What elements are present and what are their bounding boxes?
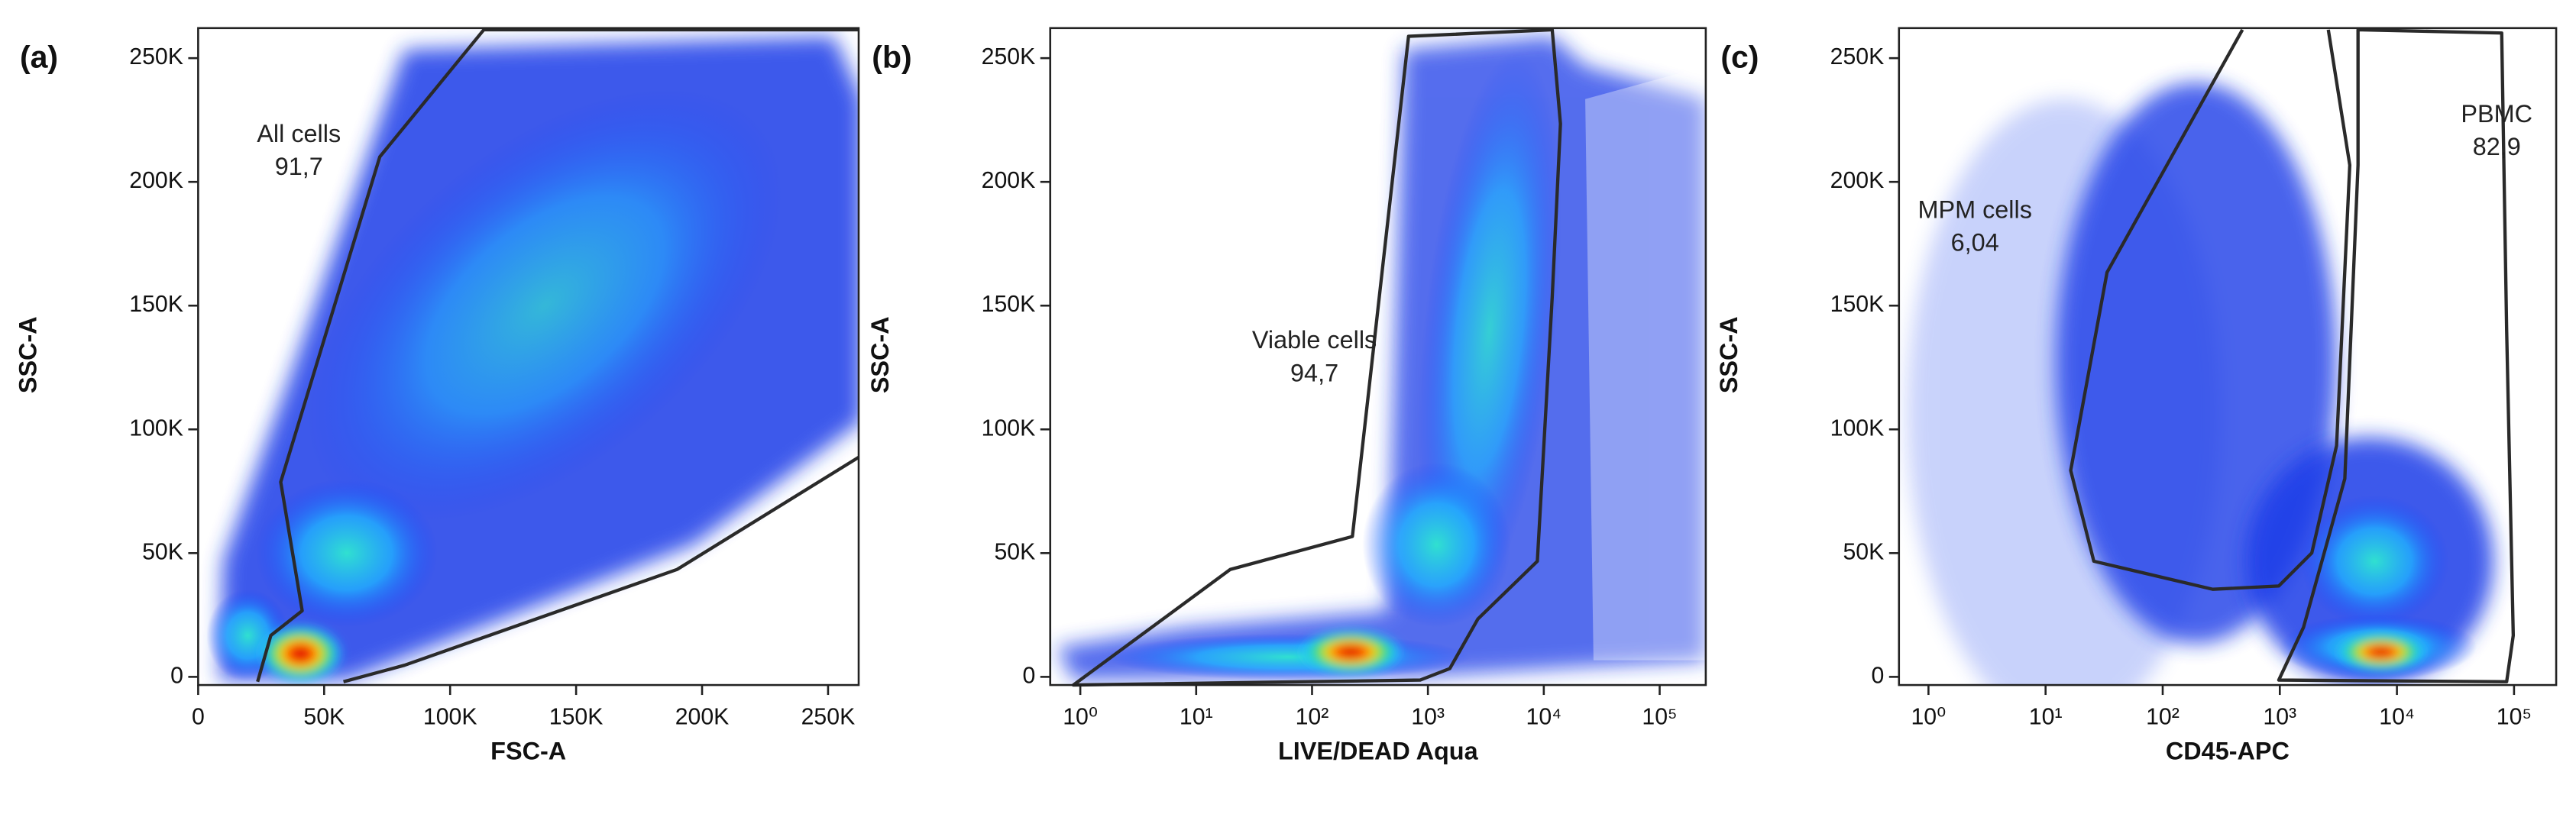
x-tick-label: 10³ [2263, 704, 2296, 729]
x-tick-label: 200K [675, 704, 730, 729]
y-axis-label: SSC-A [866, 316, 894, 393]
y-axis-label: SSC-A [14, 316, 41, 393]
density-a [206, 36, 859, 683]
gate-name: PBMC [2461, 100, 2532, 128]
x-tick-label: 10² [2146, 704, 2180, 729]
x-axis-label: FSC-A [490, 737, 566, 764]
y-tick-label: 200K [1830, 168, 1885, 193]
x-tick-label: 10¹ [2029, 704, 2063, 729]
y-tick-label: 50K [994, 539, 1035, 564]
x-tick-label: 250K [801, 704, 856, 729]
y-tick-label: 250K [1830, 44, 1885, 69]
x-tick-label: 10⁰ [1063, 704, 1098, 729]
y-tick-label: 0 [1871, 663, 1884, 688]
x-tick-label: 10⁵ [1642, 704, 1677, 729]
x-axis-label: LIVE/DEAD Aqua [1278, 737, 1479, 764]
y-tick-label: 100K [982, 415, 1036, 441]
x-tick-label: 50K [303, 704, 345, 729]
x-tick-label: 10⁰ [1911, 704, 1946, 729]
x-tick-label: 10⁴ [2379, 704, 2415, 729]
y-tick-label: 50K [142, 539, 183, 564]
y-tick-label: 100K [1830, 415, 1885, 441]
x-tick-label: 150K [549, 704, 604, 729]
x-tick-label: 10³ [1411, 704, 1445, 729]
panel-label: (a) [20, 40, 58, 75]
gate-name: All cells [257, 120, 341, 147]
gate-all-cells [256, 27, 860, 683]
y-tick-label: 50K [1843, 539, 1884, 564]
gate-name: MPM cells [1917, 195, 2031, 223]
y-tick-label: 250K [129, 44, 183, 69]
gate-percent: 91,7 [275, 153, 323, 180]
gate-pbmc [2277, 27, 2516, 683]
density-b [1057, 36, 1706, 680]
plot-frame [1898, 27, 2558, 686]
density-c [1907, 82, 2493, 686]
y-tick-label: 0 [1022, 663, 1035, 688]
x-tick-label: 10² [1296, 704, 1329, 729]
y-tick-label: 250K [982, 44, 1036, 69]
gate-mpm-cells [2069, 28, 2352, 591]
x-tick-label: 10⁴ [1526, 704, 1562, 729]
x-tick-label: 10⁵ [2497, 704, 2532, 729]
gate-name: Viable cells [1252, 326, 1377, 354]
plot-frame [197, 27, 860, 686]
y-tick-label: 200K [129, 168, 183, 193]
x-tick-label: 10¹ [1180, 704, 1213, 729]
y-tick-label: 150K [1830, 292, 1885, 317]
panel-label: (c) [1720, 40, 1759, 75]
y-axis-label: SSC-A [1715, 316, 1743, 393]
axes: 0 50K 100K 150K 200K 250K 0 50K 100K 150K 200K 250K… [14, 27, 2558, 764]
y-tick-label: 0 [170, 663, 183, 688]
y-tick-label: 150K [982, 292, 1036, 317]
y-tick-label: 100K [129, 415, 183, 441]
x-tick-label: 100K [423, 704, 477, 729]
y-tick-label: 200K [982, 168, 1036, 193]
gate-viable-cells [1071, 27, 1562, 687]
y-tick-label: 150K [129, 292, 183, 317]
gate-percent: 82,9 [2473, 133, 2521, 160]
gate-percent: 94,7 [1290, 359, 1338, 386]
x-tick-label: 0 [192, 704, 205, 729]
x-axis-label: CD45-APC [2166, 737, 2290, 764]
panel-label: (b) [872, 40, 911, 75]
plot-frame [1049, 27, 1707, 686]
gate-percent: 6,04 [1951, 229, 1999, 257]
